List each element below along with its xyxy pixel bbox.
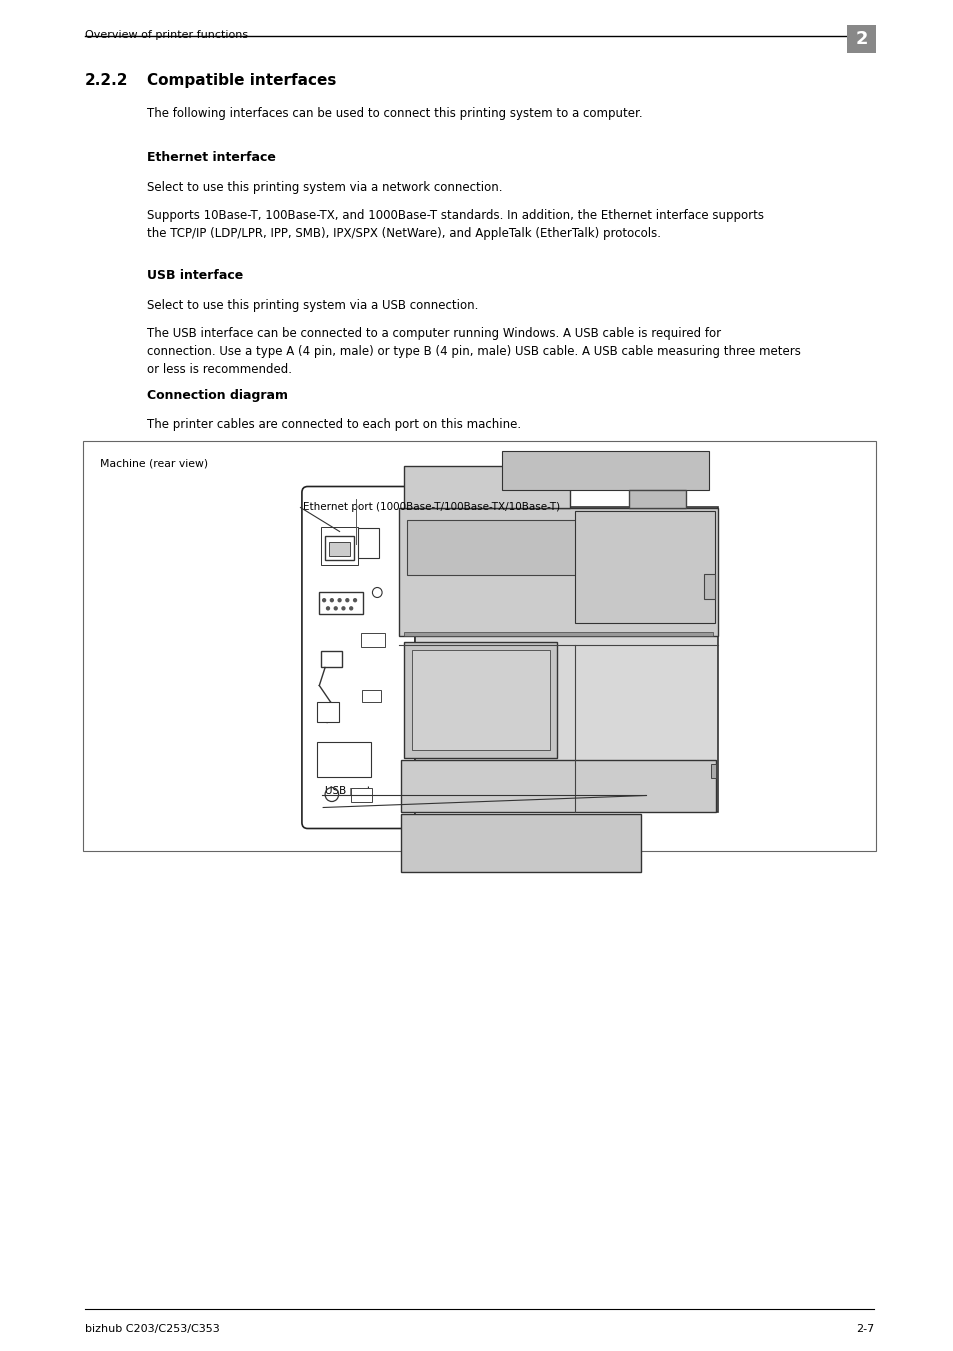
Circle shape [337,598,340,601]
Text: Select to use this printing system via a network connection.: Select to use this printing system via a… [147,181,502,193]
Text: Select to use this printing system via a USB connection.: Select to use this printing system via a… [147,299,477,312]
Bar [357,528,378,558]
Bar [710,763,716,777]
Circle shape [334,607,336,609]
Bar [83,440,876,851]
Bar [404,466,570,508]
Bar [846,26,876,53]
Text: 2: 2 [855,30,867,49]
Circle shape [350,607,353,609]
Bar [361,690,381,703]
Circle shape [341,607,345,609]
Bar [575,511,715,623]
Circle shape [326,607,329,609]
Circle shape [346,598,349,601]
Text: Ethernet interface: Ethernet interface [147,151,275,163]
Text: 2.2.2: 2.2.2 [85,73,129,88]
Text: Connection diagram: Connection diagram [147,389,288,403]
Bar [501,451,708,489]
Text: 2-7: 2-7 [855,1324,873,1333]
FancyBboxPatch shape [301,486,415,828]
Bar [407,520,582,574]
Bar [321,527,357,566]
Bar [329,543,350,557]
Text: The USB interface can be connected to a computer running Windows. A USB cable is: The USB interface can be connected to a … [147,327,800,376]
Text: Overview of printer functions: Overview of printer functions [85,30,248,41]
Circle shape [322,598,325,601]
Bar [404,632,713,635]
Bar [321,651,342,667]
Bar [317,743,370,777]
Bar [404,642,557,758]
Text: The printer cables are connected to each port on this machine.: The printer cables are connected to each… [147,419,520,431]
Bar [412,650,549,750]
Bar [401,761,716,812]
Bar [399,508,718,812]
Bar [317,703,338,723]
Bar [351,789,372,802]
Text: Supports 10Base-T, 100Base-TX, and 1000Base-T standards. In addition, the Ethern: Supports 10Base-T, 100Base-TX, and 1000B… [147,209,763,240]
Text: USB interface: USB interface [147,269,243,282]
Bar [360,634,385,647]
Text: Compatible interfaces: Compatible interfaces [147,73,335,88]
Bar [401,815,639,873]
Circle shape [330,598,333,601]
Bar [628,489,686,508]
Text: bizhub C203/C253/C353: bizhub C203/C253/C353 [85,1324,219,1333]
Bar [703,574,715,598]
Bar [399,508,718,635]
Text: Machine (rear view): Machine (rear view) [100,458,209,469]
Bar [319,593,362,615]
Text: The following interfaces can be used to connect this printing system to a comput: The following interfaces can be used to … [147,107,641,120]
Circle shape [354,598,356,601]
Text: Ethernet port (1000Base-T/100Base-TX/10Base-T): Ethernet port (1000Base-T/100Base-TX/10B… [303,501,560,512]
Text: USB port: USB port [324,786,370,797]
Bar [325,536,354,561]
